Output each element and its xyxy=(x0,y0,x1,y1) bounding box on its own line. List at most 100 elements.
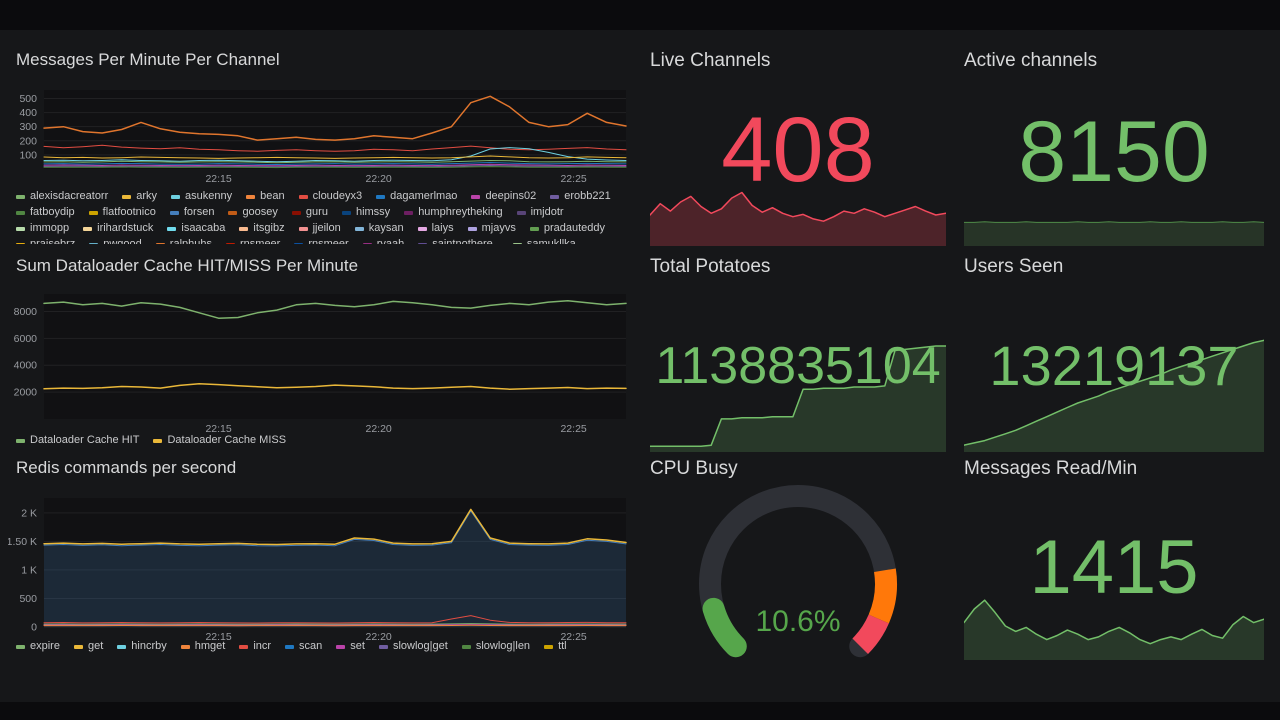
top-bar xyxy=(0,0,1280,30)
legend-item[interactable]: incr xyxy=(239,640,271,653)
legend-label: rnsmeer xyxy=(308,238,349,244)
legend-label: expire xyxy=(30,640,60,652)
legend-item[interactable]: slowlog|get xyxy=(378,640,448,653)
legend-item[interactable]: Dataloader Cache HIT xyxy=(16,434,139,447)
svg-text:22:20: 22:20 xyxy=(366,173,392,185)
panel-title-live-channels[interactable]: Live Channels xyxy=(650,50,771,71)
legend-marker-icon xyxy=(167,226,177,231)
legend-item[interactable]: dagamerlmao xyxy=(376,190,457,203)
dataloader-chart[interactable]: 2000 4000 6000 8000 22:15 22:20 22:25 xyxy=(8,288,632,436)
legend-marker-icon xyxy=(298,194,308,199)
legend-item[interactable]: humphreytheking xyxy=(404,206,503,219)
legend-item[interactable]: hmget xyxy=(180,640,226,653)
legend-marker-icon xyxy=(467,226,477,231)
legend-label: hmget xyxy=(194,640,226,652)
legend-marker-icon xyxy=(376,194,386,199)
legend-item[interactable]: irihardstuck xyxy=(83,222,153,235)
legend-label: samukllka xyxy=(526,238,576,244)
legend-item[interactable]: fatboydip xyxy=(16,206,75,219)
legend-item[interactable]: himssy xyxy=(341,206,391,219)
legend-item[interactable]: rnsmeer xyxy=(294,238,349,244)
total-potatoes-value: 1138835104 xyxy=(655,337,941,395)
legend-item[interactable]: deepins02 xyxy=(471,190,536,203)
legend-marker-icon xyxy=(336,644,346,649)
legend-label: erobb221 xyxy=(564,190,611,202)
legend-label: humphreytheking xyxy=(418,206,503,218)
legend-item[interactable]: kaysan xyxy=(354,222,404,235)
legend-item[interactable]: get xyxy=(73,640,103,653)
legend-label: ryaah xyxy=(376,238,405,244)
legend-label: flatfootnico xyxy=(102,206,156,218)
legend-item[interactable]: erobb221 xyxy=(550,190,611,203)
cpu-gauge xyxy=(652,476,944,692)
messages-read-value: 1415 xyxy=(1029,525,1199,610)
panel-title-messages[interactable]: Messages Per Minute Per Channel xyxy=(16,50,280,69)
bottom-bar xyxy=(0,702,1280,720)
redis-chart[interactable]: 0 500 1 K 1.50 K 2 K 22:15 22:20 22:25 xyxy=(8,492,632,644)
legend-marker-icon xyxy=(362,242,372,244)
legend-label: incr xyxy=(253,640,272,652)
legend-item[interactable]: flatfootnico xyxy=(88,206,156,219)
legend-label: Dataloader Cache MISS xyxy=(167,434,287,446)
legend-item[interactable]: scan xyxy=(285,640,322,653)
legend-marker-icon xyxy=(418,242,428,244)
dataloader-legend: Dataloader Cache HIT Dataloader Cache MIS… xyxy=(16,434,628,450)
legend-item[interactable]: forsen xyxy=(169,206,214,219)
legend-item[interactable]: rnsmeer xyxy=(226,238,280,244)
legend-label: himssy xyxy=(355,206,391,218)
legend-item[interactable]: itsgibz xyxy=(239,222,285,235)
legend-item[interactable]: expire xyxy=(16,640,60,653)
legend-item[interactable]: laiys xyxy=(417,222,454,235)
legend-item[interactable]: arky xyxy=(122,190,157,203)
legend-item[interactable]: hincrby xyxy=(117,640,167,653)
legend-marker-icon xyxy=(417,226,427,231)
legend-item[interactable]: pwgood xyxy=(89,238,142,244)
legend-item[interactable]: ralphuhs xyxy=(155,238,212,244)
legend-marker-icon xyxy=(122,194,132,199)
panel-title-redis[interactable]: Redis commands per second xyxy=(16,458,237,477)
legend-item[interactable]: imjdotr xyxy=(516,206,564,219)
legend-item[interactable]: praisebrz xyxy=(16,238,75,244)
legend-item[interactable]: ryaah xyxy=(362,238,405,244)
legend-label: arky xyxy=(136,190,158,202)
legend-marker-icon xyxy=(239,644,249,649)
panel-title-messages-read[interactable]: Messages Read/Min xyxy=(964,458,1138,479)
legend-label: kaysan xyxy=(368,222,404,234)
legend-marker-icon xyxy=(354,226,364,231)
total-potatoes-sparkline xyxy=(650,336,946,452)
legend-marker-icon xyxy=(16,194,25,199)
panel-title-cpu-busy[interactable]: CPU Busy xyxy=(650,458,738,479)
legend-label: ttl xyxy=(558,640,567,652)
panel-title-users-seen[interactable]: Users Seen xyxy=(964,256,1064,277)
panel-title-total-potatoes[interactable]: Total Potatoes xyxy=(650,256,771,277)
legend-item[interactable]: cloudeyx3 xyxy=(298,190,362,203)
legend-item[interactable]: goosey xyxy=(228,206,278,219)
legend-marker-icon xyxy=(471,194,481,199)
svg-text:6000: 6000 xyxy=(14,333,38,345)
active-channels-sparkline xyxy=(964,182,1264,246)
legend-item[interactable]: guru xyxy=(291,206,328,219)
legend-label: saintnothere_ xyxy=(432,238,499,244)
messages-legend: alexisdacreatorr arky asukenny bean cloudeyx… xyxy=(16,190,628,244)
legend-item[interactable]: isaacaba xyxy=(167,222,225,235)
legend-item[interactable]: immopp xyxy=(16,222,69,235)
legend-item[interactable]: jjeilon xyxy=(298,222,341,235)
legend-item[interactable]: mjayvs xyxy=(467,222,516,235)
legend-item[interactable]: pradauteddy xyxy=(529,222,606,235)
legend-item[interactable]: alexisdacreatorr xyxy=(16,190,108,203)
legend-item[interactable]: asukenny xyxy=(171,190,232,203)
legend-item[interactable]: slowlog|len xyxy=(461,640,530,653)
svg-text:0: 0 xyxy=(31,622,37,634)
legend-label: fatboydip xyxy=(30,206,75,218)
legend-item[interactable]: bean xyxy=(246,190,285,203)
legend-item[interactable]: samukllka xyxy=(512,238,576,244)
legend-item[interactable]: set xyxy=(336,640,365,653)
legend-item[interactable]: saintnothere_ xyxy=(418,238,499,244)
panel-title-dataloader[interactable]: Sum Dataloader Cache HIT/MISS Per Minute xyxy=(16,256,359,275)
legend-item[interactable]: ttl xyxy=(544,640,567,653)
legend-label: pradauteddy xyxy=(543,222,606,234)
legend-item[interactable]: Dataloader Cache MISS xyxy=(153,434,286,447)
panel-title-active-channels[interactable]: Active channels xyxy=(964,50,1098,71)
messages-chart[interactable]: 100 200 300 400 500 22:15 22:20 22:25 xyxy=(8,84,632,186)
